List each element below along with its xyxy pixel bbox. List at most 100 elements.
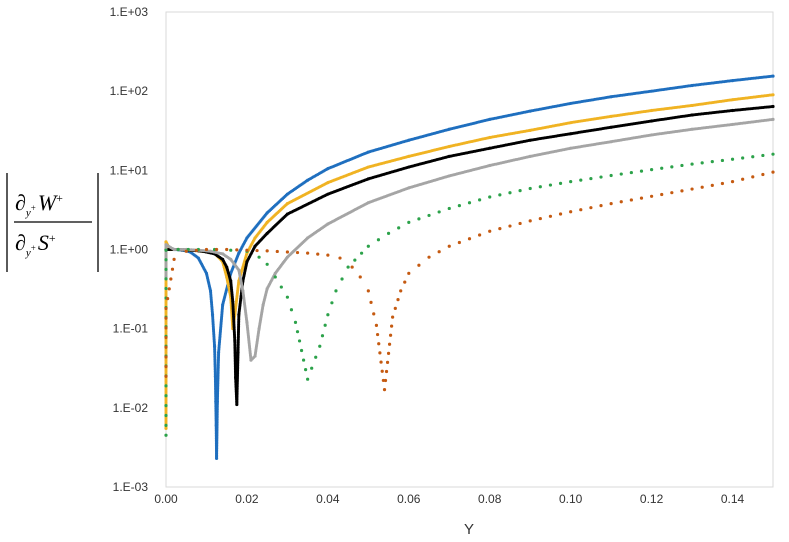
data-point bbox=[751, 175, 755, 179]
y-tick-label: 1.E+01 bbox=[110, 163, 149, 177]
data-point bbox=[771, 74, 775, 78]
data-point bbox=[164, 335, 168, 340]
data-point bbox=[528, 219, 532, 223]
data-point bbox=[751, 155, 755, 159]
data-point bbox=[164, 423, 168, 427]
data-point bbox=[164, 316, 168, 320]
x-tick-label: 0.10 bbox=[559, 492, 583, 506]
data-point bbox=[359, 251, 364, 255]
data-point bbox=[299, 348, 304, 353]
data-point bbox=[279, 285, 283, 289]
data-point bbox=[771, 93, 775, 97]
data-point bbox=[488, 229, 492, 233]
data-point bbox=[379, 360, 383, 364]
data-point bbox=[164, 384, 168, 388]
data-point bbox=[680, 189, 684, 193]
x-tick-label: 0.14 bbox=[721, 492, 745, 506]
x-tick-label: 0.06 bbox=[397, 492, 421, 506]
data-point bbox=[730, 157, 735, 161]
data-point bbox=[310, 366, 314, 370]
data-point bbox=[172, 257, 176, 261]
data-point bbox=[447, 244, 451, 248]
data-point bbox=[619, 200, 623, 204]
data-point bbox=[366, 289, 370, 293]
data-point bbox=[670, 191, 674, 195]
data-point bbox=[467, 201, 472, 205]
data-point bbox=[323, 323, 327, 327]
data-point bbox=[265, 262, 269, 266]
data-point bbox=[375, 332, 380, 337]
data-point bbox=[569, 210, 573, 214]
data-point bbox=[306, 251, 310, 255]
data-point bbox=[235, 248, 239, 252]
data-point bbox=[437, 250, 441, 254]
data-point bbox=[427, 255, 431, 259]
data-point bbox=[225, 247, 229, 252]
y-axis-title-denominator: ∂y+S+ bbox=[15, 230, 56, 259]
data-point bbox=[741, 156, 745, 160]
data-point bbox=[164, 355, 168, 359]
x-tick-label: 0.08 bbox=[478, 492, 502, 506]
data-point bbox=[771, 104, 775, 109]
data-point bbox=[164, 394, 168, 398]
data-point bbox=[771, 152, 775, 156]
data-point bbox=[285, 250, 289, 254]
data-point bbox=[558, 181, 563, 185]
data-point bbox=[538, 185, 542, 189]
data-point bbox=[710, 160, 714, 164]
data-point bbox=[194, 248, 198, 252]
data-point bbox=[761, 153, 765, 158]
data-point bbox=[498, 227, 502, 231]
y-axis-title: ∂y+W+ ∂y+S+ bbox=[6, 173, 99, 272]
y-tick-label: 1.E-01 bbox=[113, 322, 149, 336]
data-point bbox=[164, 248, 168, 252]
data-point bbox=[369, 300, 373, 304]
data-point bbox=[164, 267, 168, 271]
data-point bbox=[377, 342, 381, 346]
data-point bbox=[417, 217, 421, 221]
data-point bbox=[376, 238, 381, 242]
data-point bbox=[399, 289, 403, 293]
data-point bbox=[385, 360, 390, 365]
data-point bbox=[720, 158, 725, 163]
series-layer bbox=[164, 74, 775, 460]
data-point bbox=[579, 208, 583, 212]
x-tick-label: 0.02 bbox=[235, 492, 259, 506]
data-point bbox=[285, 295, 289, 299]
data-point bbox=[353, 258, 357, 262]
data-point bbox=[297, 339, 302, 343]
data-point bbox=[164, 365, 168, 369]
data-point bbox=[164, 345, 168, 349]
data-point bbox=[771, 117, 775, 121]
data-point bbox=[229, 248, 233, 252]
data-point bbox=[589, 206, 593, 210]
data-point bbox=[164, 413, 168, 418]
data-point bbox=[387, 342, 392, 346]
data-point bbox=[417, 263, 421, 267]
data-point bbox=[164, 326, 168, 330]
data-point bbox=[164, 433, 168, 437]
data-point bbox=[528, 186, 532, 191]
data-point bbox=[478, 233, 482, 237]
data-point bbox=[340, 277, 344, 281]
data-point bbox=[403, 280, 407, 284]
data-point bbox=[275, 249, 279, 254]
data-point bbox=[589, 176, 593, 181]
data-point bbox=[569, 180, 573, 184]
data-point bbox=[380, 369, 384, 373]
data-point bbox=[508, 224, 512, 228]
data-point bbox=[599, 204, 603, 208]
data-point bbox=[700, 161, 704, 165]
data-point bbox=[257, 255, 261, 259]
data-point bbox=[407, 220, 411, 224]
data-point bbox=[273, 275, 277, 279]
data-point bbox=[383, 378, 388, 383]
data-point bbox=[518, 189, 522, 193]
data-point bbox=[720, 181, 725, 186]
data-point bbox=[508, 191, 512, 195]
data-point bbox=[730, 180, 735, 184]
data-point bbox=[334, 289, 338, 293]
data-point bbox=[214, 247, 219, 252]
data-point bbox=[518, 221, 522, 226]
